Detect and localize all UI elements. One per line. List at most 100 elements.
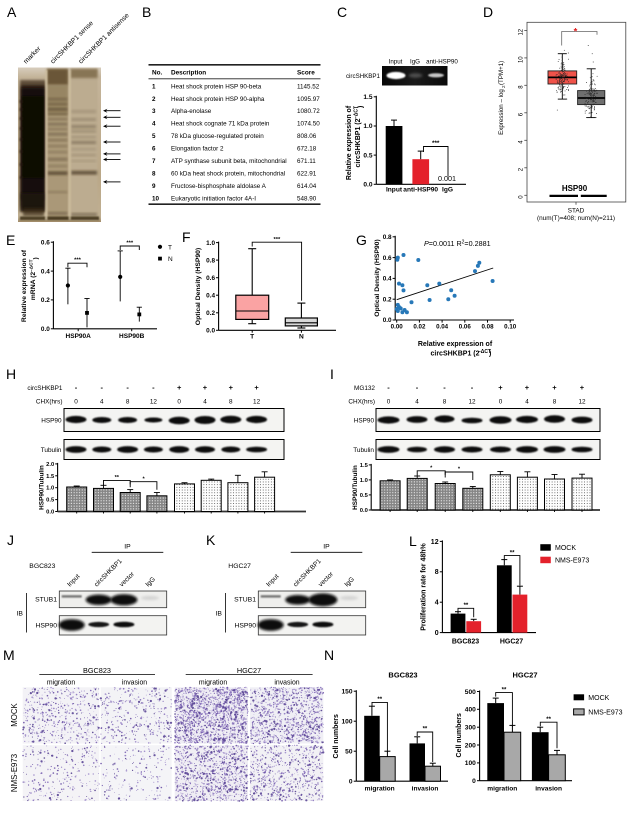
- svg-text:12: 12: [468, 399, 476, 406]
- svg-text:IB: IB: [17, 611, 24, 618]
- svg-text:-: -: [152, 383, 155, 392]
- svg-text:0.0: 0.0: [206, 328, 215, 335]
- svg-text:500: 500: [465, 689, 476, 696]
- svg-text:0.0: 0.0: [46, 510, 54, 516]
- svg-text:-: -: [101, 383, 104, 392]
- svg-text:1.0: 1.0: [46, 486, 54, 492]
- svg-text:**: **: [423, 727, 428, 733]
- svg-text:IgG: IgG: [410, 59, 420, 66]
- svg-text:0: 0: [74, 399, 78, 406]
- svg-text:+: +: [552, 383, 557, 392]
- svg-text:D: D: [483, 4, 493, 20]
- svg-text:HSP90: HSP90: [234, 623, 256, 630]
- svg-text:1.5: 1.5: [363, 94, 372, 101]
- svg-text:STUB1: STUB1: [234, 597, 256, 604]
- svg-text:NMS-E973: NMS-E973: [10, 754, 19, 792]
- svg-text:4: 4: [415, 399, 419, 406]
- svg-text:G: G: [356, 232, 367, 248]
- svg-text:MOCK: MOCK: [588, 695, 609, 702]
- svg-text:12: 12: [519, 28, 525, 35]
- svg-text:0.0: 0.0: [41, 326, 50, 333]
- svg-text:Expression – log: Expression – log: [498, 89, 505, 135]
- svg-text:STAD: STAD: [568, 208, 585, 215]
- svg-text:4: 4: [435, 600, 439, 607]
- svg-text:invasion: invasion: [122, 679, 147, 686]
- svg-text:migration: migration: [199, 679, 228, 686]
- svg-text:1145.52: 1145.52: [297, 83, 320, 90]
- svg-text:HSP90: HSP90: [41, 417, 62, 424]
- svg-text:3: 3: [152, 108, 156, 115]
- svg-text:T: T: [250, 333, 254, 340]
- svg-text:*: *: [458, 467, 461, 473]
- svg-text:MG132: MG132: [354, 385, 375, 392]
- svg-text:0: 0: [472, 778, 476, 785]
- svg-text:7: 7: [152, 158, 156, 165]
- svg-text:-: -: [416, 383, 419, 392]
- svg-text:12: 12: [150, 399, 158, 406]
- svg-text:migration: migration: [487, 786, 517, 793]
- svg-text:NMS-E973: NMS-E973: [555, 558, 589, 565]
- svg-text:No.: No.: [152, 70, 163, 77]
- svg-text:10: 10: [519, 56, 525, 63]
- svg-text:+: +: [203, 383, 208, 392]
- svg-text:ATP synthase subunit beta, mit: ATP synthase subunit beta, mitochondrial: [171, 158, 287, 165]
- svg-text:78 kDa glucose-regulated prote: 78 kDa glucose-regulated protein: [171, 133, 264, 140]
- svg-text:L: L: [409, 533, 417, 549]
- svg-text:BGC823: BGC823: [452, 639, 479, 646]
- svg-text:8: 8: [435, 569, 439, 576]
- svg-text:N: N: [324, 647, 334, 663]
- svg-text:1080.72: 1080.72: [297, 108, 320, 115]
- svg-text:circSHKBP1 (2: circSHKBP1 (2: [430, 351, 479, 358]
- svg-text:0.0: 0.0: [360, 508, 368, 514]
- svg-text:548.90: 548.90: [297, 195, 317, 202]
- svg-text:Input: Input: [386, 187, 403, 194]
- svg-text:M: M: [3, 647, 15, 663]
- svg-text:HSP90B: HSP90B: [119, 333, 145, 340]
- svg-text:0: 0: [349, 779, 353, 786]
- svg-text:0.6: 0.6: [206, 275, 215, 282]
- svg-text:BGC823: BGC823: [29, 563, 55, 570]
- svg-text:50: 50: [345, 749, 353, 756]
- svg-text:0: 0: [519, 195, 525, 199]
- svg-text:0.02: 0.02: [413, 324, 426, 331]
- svg-text:+: +: [254, 383, 259, 392]
- svg-text:-: -: [443, 383, 446, 392]
- svg-text:(TPM+1): (TPM+1): [498, 61, 505, 85]
- svg-text:H: H: [6, 366, 16, 382]
- svg-text:1.0: 1.0: [360, 478, 368, 484]
- svg-text:anti-HSP90: anti-HSP90: [403, 187, 438, 194]
- svg-text:0.08: 0.08: [481, 324, 494, 331]
- svg-text:2.0: 2.0: [46, 462, 54, 468]
- svg-text:0: 0: [435, 630, 439, 637]
- svg-text:0.2: 0.2: [206, 310, 215, 317]
- svg-text:CHX(hrs): CHX(hrs): [36, 399, 63, 406]
- svg-text:60 kDa heat shock protein, mit: 60 kDa heat shock protein, mitochondrial: [171, 170, 285, 177]
- svg-text:Alpha-enolase: Alpha-enolase: [171, 108, 212, 115]
- svg-text:0.4: 0.4: [206, 292, 215, 299]
- svg-text:F: F: [182, 229, 191, 245]
- svg-text:9: 9: [152, 183, 156, 190]
- svg-text:-: -: [75, 383, 78, 392]
- svg-text:invasion: invasion: [535, 786, 562, 793]
- svg-text:HGC27: HGC27: [512, 671, 537, 680]
- svg-text:4: 4: [525, 399, 529, 406]
- svg-text:J: J: [7, 532, 14, 548]
- svg-text:2: 2: [501, 85, 506, 88]
- svg-text:Elongation factor 2: Elongation factor 2: [171, 146, 224, 153]
- svg-text:0.2: 0.2: [383, 296, 392, 303]
- svg-text:Eukaryotic initiation factor 4: Eukaryotic initiation factor 4A-I: [171, 195, 256, 202]
- svg-text:): ): [358, 106, 365, 108]
- svg-text:0.8: 0.8: [206, 257, 215, 264]
- svg-text:+: +: [525, 383, 530, 392]
- svg-text:0: 0: [499, 399, 503, 406]
- svg-text:10: 10: [152, 195, 160, 202]
- svg-text:***: ***: [74, 258, 82, 264]
- svg-text:IP: IP: [124, 543, 131, 550]
- svg-text:1.0: 1.0: [206, 240, 215, 247]
- svg-text:Input: Input: [389, 59, 403, 66]
- svg-text:): ): [489, 351, 491, 358]
- svg-text:**: **: [464, 603, 469, 609]
- svg-text:HSP90: HSP90: [35, 623, 57, 630]
- svg-text:0.0: 0.0: [383, 317, 392, 324]
- svg-text:Optical Density (HSP90): Optical Density (HSP90): [195, 248, 202, 325]
